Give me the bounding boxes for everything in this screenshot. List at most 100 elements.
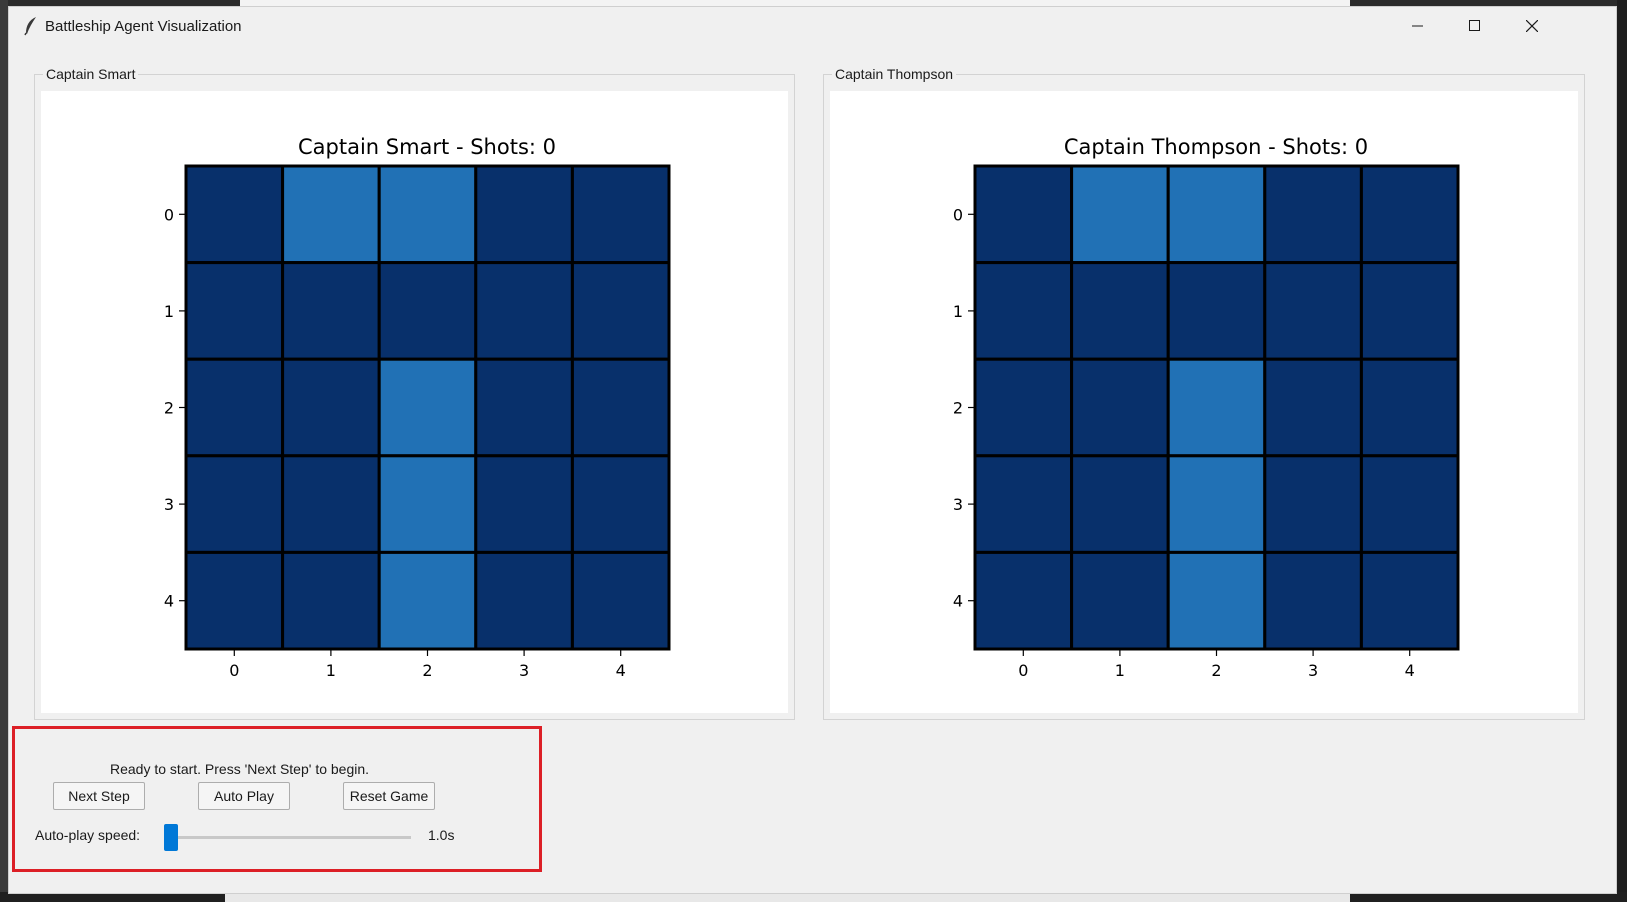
board-cell-4-0-water	[184, 550, 285, 651]
y-tick-label: 3	[164, 495, 174, 514]
x-tick-label: 1	[1115, 661, 1125, 680]
next-step-button[interactable]: Next Step	[53, 782, 145, 810]
board-cell-2-1-water	[1070, 357, 1170, 458]
plot-title: Captain Smart - Shots: 0	[298, 135, 556, 159]
board-cell-3-4-water	[1359, 454, 1460, 554]
board-cell-2-0-water	[184, 357, 285, 458]
speed-label: Auto-play speed:	[35, 827, 141, 843]
maximize-button[interactable]	[1446, 7, 1504, 45]
background-window-bottom	[225, 892, 1350, 902]
board-cell-4-1-water	[281, 550, 381, 651]
y-tick-label: 3	[953, 495, 963, 514]
board-cell-4-2-ship	[377, 550, 478, 651]
board-cell-3-0-water	[184, 454, 285, 554]
board-cell-4-4-water	[1359, 550, 1460, 651]
board-cell-1-2-water	[1166, 261, 1267, 361]
x-tick-label: 2	[1211, 661, 1221, 680]
board-cell-1-2-water	[377, 261, 478, 361]
minimize-button[interactable]	[1389, 7, 1447, 45]
board-cell-0-2-ship	[377, 164, 478, 265]
board-cell-1-0-water	[184, 261, 285, 361]
controls-highlight-box	[12, 726, 542, 872]
window-title: Battleship Agent Visualization	[45, 18, 242, 35]
board-cell-0-3-water	[1263, 164, 1363, 265]
y-tick-label: 2	[164, 399, 174, 418]
board-cell-1-0-water	[973, 261, 1074, 361]
board-cell-3-3-water	[474, 454, 574, 554]
board-cell-2-0-water	[973, 357, 1074, 458]
minimize-icon	[1412, 25, 1423, 27]
close-button[interactable]	[1503, 7, 1561, 45]
board-cell-1-1-water	[1070, 261, 1170, 361]
x-tick-label: 3	[1308, 661, 1318, 680]
board-cell-1-4-water	[1359, 261, 1460, 361]
board-cell-4-4-water	[570, 550, 671, 651]
board-cell-0-0-water	[184, 164, 285, 265]
status-text: Ready to start. Press 'Next Step' to beg…	[110, 761, 370, 777]
auto-play-button[interactable]: Auto Play	[198, 782, 290, 810]
board-cell-2-2-ship	[1166, 357, 1267, 458]
board-cell-3-0-water	[973, 454, 1074, 554]
x-tick-label: 3	[519, 661, 529, 680]
board-panel-smart: Captain Smart	[34, 66, 795, 720]
board-cell-4-2-ship	[1166, 550, 1267, 651]
board-cell-2-3-water	[1263, 357, 1363, 458]
board-cell-2-3-water	[474, 357, 574, 458]
board-cell-0-2-ship	[1166, 164, 1267, 265]
plot-title: Captain Thompson - Shots: 0	[1064, 135, 1368, 159]
board-cell-0-4-water	[1359, 164, 1460, 265]
board-cell-2-1-water	[281, 357, 381, 458]
y-tick-label: 0	[164, 205, 174, 224]
board-panel-thompson: Captain Thompson	[823, 66, 1585, 720]
maximize-icon	[1469, 20, 1480, 31]
x-tick-label: 1	[326, 661, 336, 680]
board-cell-3-2-ship	[1166, 454, 1267, 554]
board-cell-1-3-water	[1263, 261, 1363, 361]
board-cell-1-4-water	[570, 261, 671, 361]
close-icon	[1526, 20, 1538, 32]
board-panel-label: Captain Smart	[43, 66, 139, 82]
board-cell-1-1-water	[281, 261, 381, 361]
board-cell-0-1-ship	[281, 164, 381, 265]
board-cell-3-1-water	[1070, 454, 1170, 554]
board-cell-0-3-water	[474, 164, 574, 265]
speed-slider-thumb[interactable]	[164, 824, 178, 851]
reset-game-button[interactable]: Reset Game	[343, 782, 435, 810]
board-plot-smart: Captain Smart - Shots: 0 0 1 2 3 4 0 1 2 3 4	[164, 135, 671, 680]
board-cell-0-4-water	[570, 164, 671, 265]
board-cell-3-2-ship	[377, 454, 478, 554]
x-tick-label: 2	[422, 661, 432, 680]
y-tick-label: 1	[164, 302, 174, 321]
board-cell-3-1-water	[281, 454, 381, 554]
speed-slider-track[interactable]	[165, 836, 411, 839]
board-cell-0-1-ship	[1070, 164, 1170, 265]
x-tick-label: 0	[229, 661, 239, 680]
board-cell-3-4-water	[570, 454, 671, 554]
y-tick-label: 2	[953, 399, 963, 418]
board-cell-4-3-water	[1263, 550, 1363, 651]
desktop-background-left	[0, 0, 8, 902]
x-tick-label: 4	[1405, 661, 1415, 680]
board-cell-1-3-water	[474, 261, 574, 361]
speed-value: 1.0s	[428, 827, 455, 843]
y-tick-label: 4	[953, 592, 963, 611]
board-cell-3-3-water	[1263, 454, 1363, 554]
board-cell-2-4-water	[570, 357, 671, 458]
board-cell-4-0-water	[973, 550, 1074, 651]
x-tick-label: 0	[1018, 661, 1028, 680]
x-tick-label: 4	[616, 661, 626, 680]
y-tick-label: 4	[164, 592, 174, 611]
board-cell-4-1-water	[1070, 550, 1170, 651]
board-plot-thompson: Captain Thompson - Shots: 0 0 1 2 3 4 0 1 2 3 4	[953, 135, 1460, 680]
board-cell-2-4-water	[1359, 357, 1460, 458]
title-bar[interactable]: Battleship Agent Visualization	[9, 7, 1616, 45]
board-cell-4-3-water	[474, 550, 574, 651]
background-window-edge	[240, 0, 1350, 8]
y-tick-label: 1	[953, 302, 963, 321]
y-tick-label: 0	[953, 205, 963, 224]
board-cell-2-2-ship	[377, 357, 478, 458]
board-canvas-thompson: Captain Thompson - Shots: 0 0 1 2 3 4 0 1 2 3 4	[830, 91, 1578, 713]
board-cell-0-0-water	[973, 164, 1074, 265]
desktop-background-right	[1617, 0, 1627, 902]
board-canvas-smart: Captain Smart - Shots: 0 0 1 2 3 4 0 1 2 3 4	[41, 91, 788, 713]
